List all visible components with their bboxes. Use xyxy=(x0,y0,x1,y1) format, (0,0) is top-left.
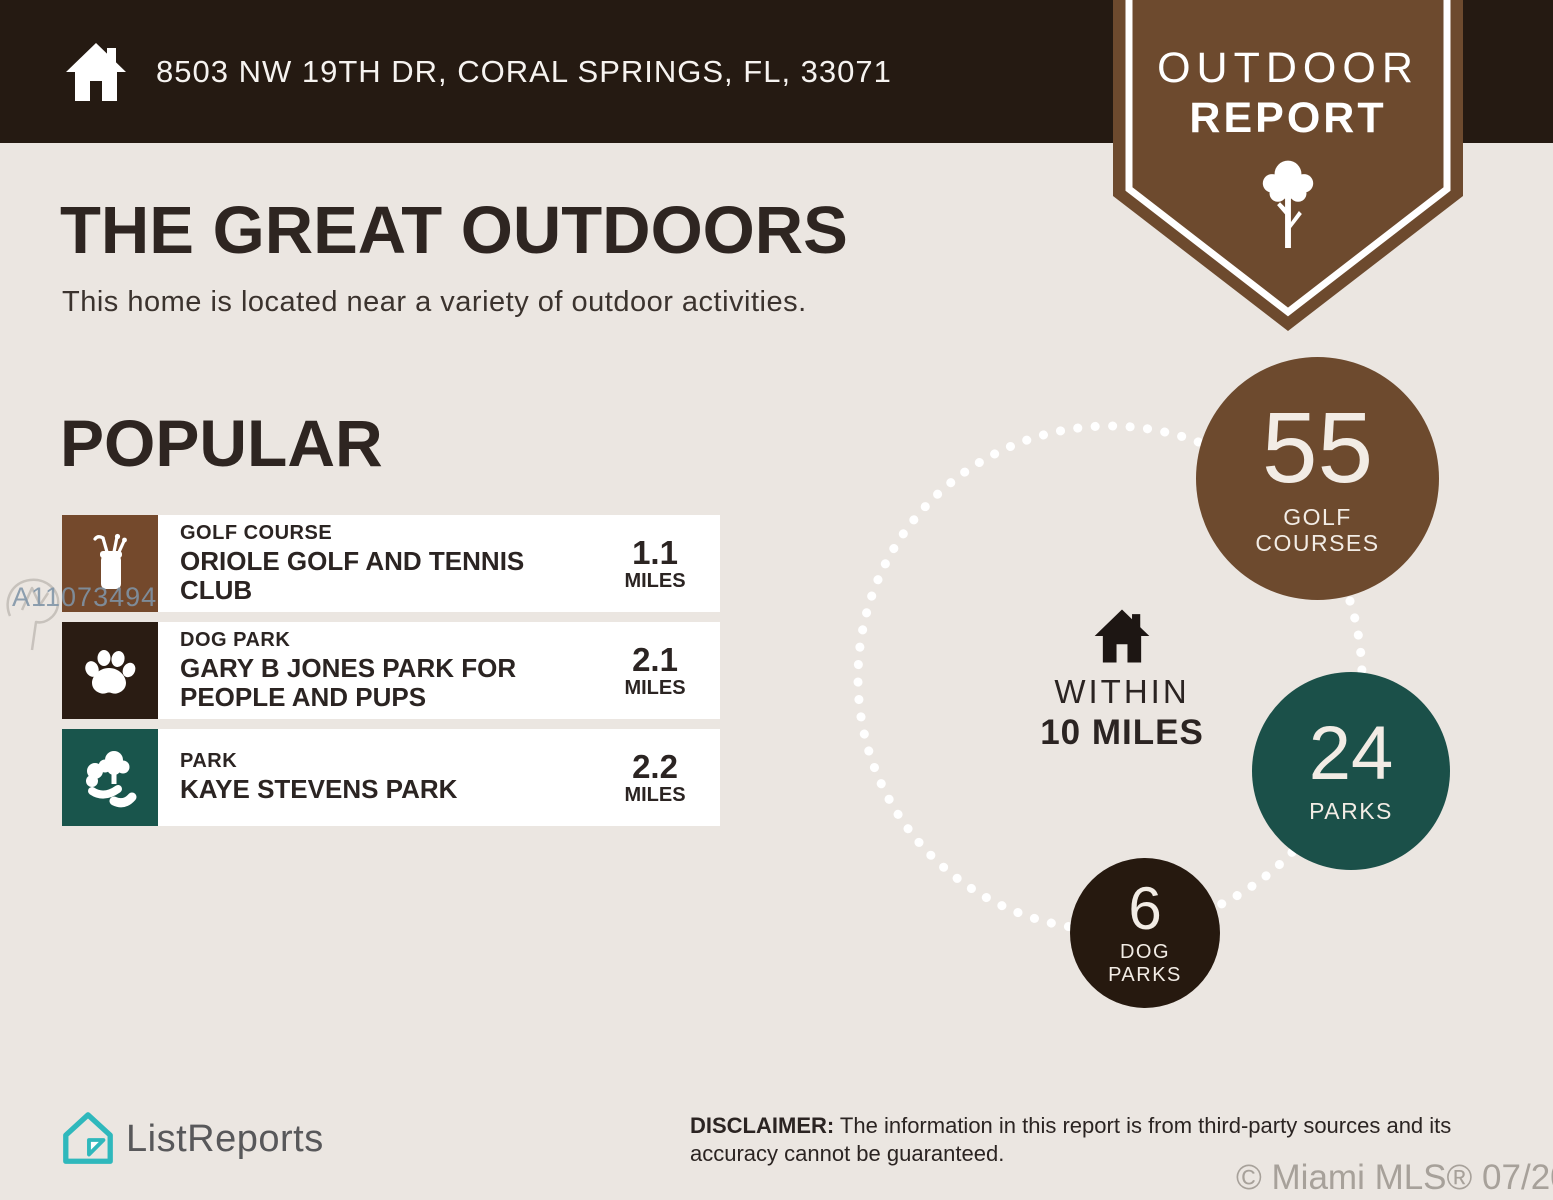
distance-block: 2.2 MILES xyxy=(598,729,720,826)
golf-bag-icon xyxy=(93,533,127,589)
place-name: GARY B JONES PARK FOR PEOPLE AND PUPS xyxy=(180,652,517,712)
paw-icon xyxy=(85,649,136,694)
place-name: KAYE STEVENS PARK xyxy=(180,774,458,805)
within-radius-label: WITHIN 10 MILES xyxy=(1021,673,1223,753)
distance-unit: MILES xyxy=(624,570,686,592)
distance-block: 2.1 MILES xyxy=(598,622,720,719)
list-item-text: PARK KAYE STEVENS PARK xyxy=(158,729,598,826)
park-icon xyxy=(86,750,137,807)
page-title: THE GREAT OUTDOORS xyxy=(60,193,848,268)
category-label: DOG PARK xyxy=(180,628,291,651)
outdoor-report-badge: OUTDOOR REPORT xyxy=(1113,0,1463,336)
property-address: 8503 NW 19TH DR, CORAL SPRINGS, FL, 3307… xyxy=(156,53,892,89)
distance-block: 1.1 MILES xyxy=(598,515,720,612)
stat-bubble-golf-courses: 55 GOLF COURSES xyxy=(1196,357,1439,600)
listing-id-watermark: A11073494 xyxy=(12,582,158,612)
dog-park-tile xyxy=(62,622,158,719)
mls-watermark-logo xyxy=(6,578,60,651)
stat-value: 24 xyxy=(1308,710,1394,796)
stat-label: GOLF COURSES xyxy=(1255,503,1380,556)
page-subtitle: This home is located near a variety of o… xyxy=(62,286,807,318)
disclaimer-body: The information in this report is from t… xyxy=(690,1113,1452,1166)
golf-tile xyxy=(62,515,158,612)
stat-label: PARKS xyxy=(1309,797,1393,824)
distance-value: 1.1 xyxy=(632,534,678,571)
stat-value: 6 xyxy=(1128,874,1162,942)
mls-credit-watermark: © Miami MLS® 07/2021 xyxy=(1236,1158,1553,1197)
distance-unit: MILES xyxy=(624,784,686,806)
category-label: PARK xyxy=(180,750,238,773)
home-icon-radius-center xyxy=(1094,609,1150,663)
category-label: GOLF COURSE xyxy=(180,521,333,544)
place-name: ORIOLE GOLF AND TENNIS CLUB xyxy=(180,545,525,605)
popular-list: GOLF COURSE ORIOLE GOLF AND TENNIS CLUB … xyxy=(62,515,720,826)
home-icon xyxy=(66,42,126,101)
list-item-text: GOLF COURSE ORIOLE GOLF AND TENNIS CLUB xyxy=(158,515,598,612)
tree-icon xyxy=(1262,160,1314,248)
listreports-brand-name: ListReports xyxy=(126,1118,324,1160)
distance-value: 2.2 xyxy=(632,748,678,785)
park-tile xyxy=(62,729,158,826)
badge-title-line2: REPORT xyxy=(1189,94,1387,142)
within-distance: 10 MILES xyxy=(1040,713,1204,752)
list-item-dog-park: DOG PARK GARY B JONES PARK FOR PEOPLE AN… xyxy=(62,622,720,719)
distance-unit: MILES xyxy=(624,677,686,699)
stat-label: DOG PARKS xyxy=(1108,940,1182,986)
list-item-text: DOG PARK GARY B JONES PARK FOR PEOPLE AN… xyxy=(158,622,598,719)
disclaimer-text: DISCLAIMER: The information in this repo… xyxy=(690,1112,1490,1167)
distance-value: 2.1 xyxy=(632,641,678,678)
stat-bubble-dog-parks: 6 DOG PARKS xyxy=(1070,858,1220,1008)
within-word: WITHIN xyxy=(1054,673,1190,710)
list-item-golf-course: GOLF COURSE ORIOLE GOLF AND TENNIS CLUB … xyxy=(62,515,720,612)
stat-value: 55 xyxy=(1261,391,1374,504)
disclaimer-label: DISCLAIMER: xyxy=(690,1113,835,1138)
list-item-park: PARK KAYE STEVENS PARK 2.2 MILES xyxy=(62,729,720,826)
listreports-logo-icon xyxy=(63,1112,113,1164)
popular-heading: POPULAR xyxy=(60,406,383,480)
badge-title-line1: OUTDOOR xyxy=(1157,44,1419,92)
stat-bubble-parks: 24 PARKS xyxy=(1252,672,1450,870)
